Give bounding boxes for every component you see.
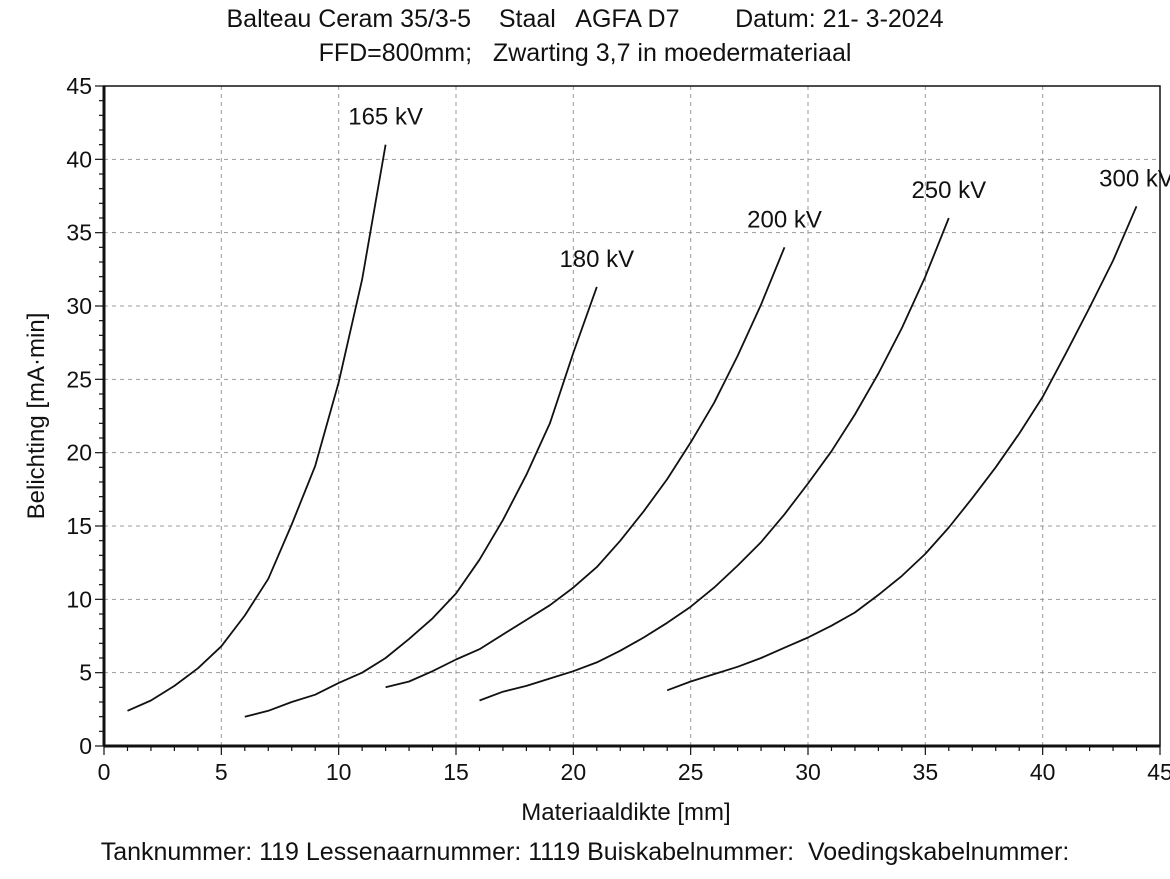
x-tick-label: 45 <box>1147 759 1170 785</box>
series-label-1: 165 kV <box>348 104 423 131</box>
x-tick-label: 40 <box>1030 759 1056 785</box>
series-line-2 <box>244 286 598 718</box>
chart-title-line-2: FFD=800mm; Zwarting 3,7 in moedermateria… <box>318 39 852 67</box>
grid <box>104 85 1161 746</box>
y-tick-label: 25 <box>66 366 92 392</box>
y-tick-label: 40 <box>66 146 92 172</box>
y-tick-label: 10 <box>66 586 92 612</box>
y-tick-label: 0 <box>79 733 92 759</box>
x-tick-label: 15 <box>443 759 469 785</box>
ticks: 0 5 10 15 20 25 30 35 40 45 0 5 10 15 20 25 30 35 40 45 <box>66 73 1170 785</box>
y-tick-label: 15 <box>66 513 92 539</box>
x-tick-label: 35 <box>913 759 939 785</box>
y-tick-label: 35 <box>66 220 92 246</box>
x-tick-label: 30 <box>795 759 821 785</box>
footer-info: Tanknummer: 119 Lessenaarnummer: 1119 Bu… <box>100 838 1070 866</box>
series-line-4 <box>479 217 950 702</box>
x-tick-label: 20 <box>561 759 587 785</box>
series-label-2: 180 kV <box>559 246 634 273</box>
series-label-5: 300 kV <box>1099 165 1170 192</box>
series-line-5 <box>666 205 1138 692</box>
series-label-3: 200 kV <box>747 206 822 233</box>
series-line-3 <box>385 246 786 689</box>
curves <box>127 144 1138 718</box>
series-label-4: 250 kV <box>911 177 986 204</box>
y-axis-label: Belichting [mA·min] <box>23 313 50 520</box>
series-line-1 <box>127 144 387 712</box>
x-axis-label: Materiaaldikte [mm] <box>521 799 730 826</box>
curve-labels: 165 kV 180 kV 200 kV 250 kV 300 kV <box>348 104 1170 273</box>
y-tick-label: 20 <box>66 440 92 466</box>
x-tick-label: 0 <box>98 759 111 785</box>
axes <box>102 85 1161 748</box>
x-tick-label: 10 <box>326 759 352 785</box>
y-tick-label: 30 <box>66 293 92 319</box>
plot-frame <box>103 85 1161 747</box>
x-tick-label: 25 <box>678 759 704 785</box>
chart-title-line-1: Balteau Ceram 35/3-5 Staal AGFA D7 Datum… <box>226 5 944 33</box>
y-tick-label: 5 <box>79 660 92 686</box>
x-tick-label: 5 <box>215 759 228 785</box>
y-tick-label: 45 <box>66 73 92 99</box>
